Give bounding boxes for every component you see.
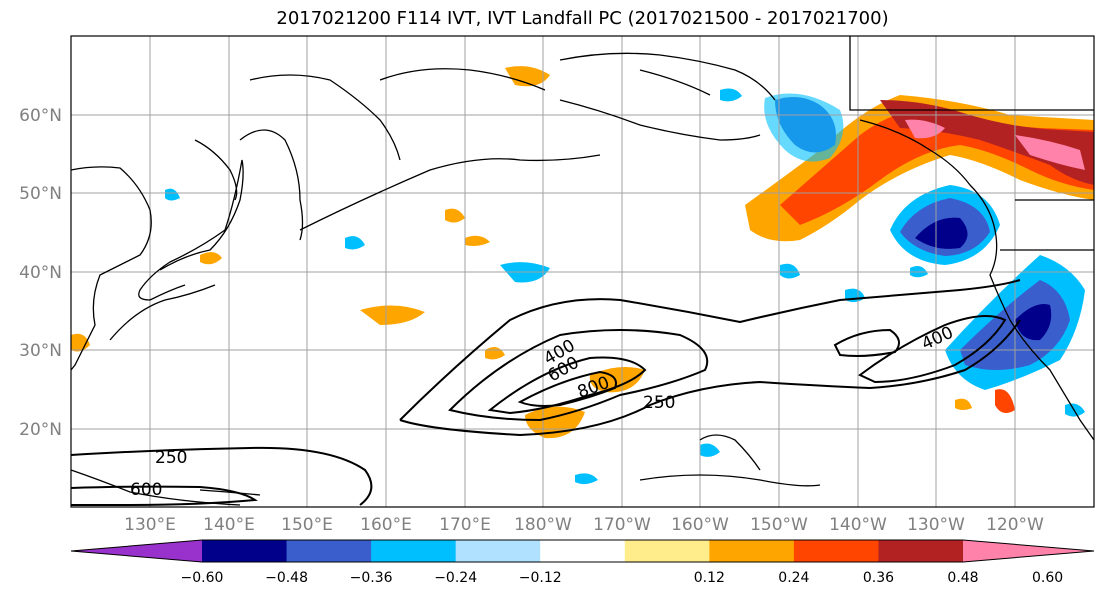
lat-label-30n: 30°N bbox=[19, 341, 62, 361]
lon-label-160e: 160°E bbox=[360, 515, 412, 535]
colorbar-extend-min bbox=[71, 540, 202, 562]
colorbar-segment bbox=[455, 540, 541, 562]
colorbar-tick-label: −0.60 bbox=[181, 570, 224, 586]
colorbar-tick-label: −0.12 bbox=[519, 570, 562, 586]
longitude-labels: 130°E 140°E 150°E 160°E 170°E 180°W 170°… bbox=[124, 515, 1044, 535]
lon-label-140w: 140°W bbox=[829, 515, 887, 535]
contour-label-250-west: 250 bbox=[155, 448, 187, 468]
colorbar-tick-label: 0.24 bbox=[778, 570, 809, 586]
colorbar-segment bbox=[878, 540, 964, 562]
lon-label-150e: 150°E bbox=[281, 515, 333, 535]
contour-label-250-central: 250 bbox=[643, 393, 675, 413]
colorbar-tick-label: 0.36 bbox=[863, 570, 894, 586]
colorbar-extend-max bbox=[963, 540, 1094, 562]
colorbar-segment bbox=[371, 540, 457, 562]
lon-label-160w: 160°W bbox=[671, 515, 729, 535]
lat-label-40n: 40°N bbox=[19, 263, 62, 283]
lon-label-170e: 170°E bbox=[439, 515, 491, 535]
colorbar-segment bbox=[793, 540, 879, 562]
colorbar-segment bbox=[540, 540, 626, 562]
lon-label-130e: 130°E bbox=[124, 515, 176, 535]
lon-label-120w: 120°W bbox=[986, 515, 1044, 535]
colorbar-segment bbox=[709, 540, 795, 562]
coastlines bbox=[70, 36, 1095, 506]
ivt-contours bbox=[70, 279, 1021, 506]
lat-label-50n: 50°N bbox=[19, 184, 62, 204]
map-frame bbox=[70, 35, 1095, 508]
lon-label-140e: 140°E bbox=[203, 515, 255, 535]
colorbar-segment bbox=[624, 540, 710, 562]
colorbar-segment bbox=[286, 540, 372, 562]
colorbar-ticks: −0.60 −0.48 −0.36 −0.24 −0.12 0.12 0.24 0.36 0.4… bbox=[181, 570, 1064, 586]
contour-label-600-west: 600 bbox=[130, 480, 162, 500]
colorbar-tick-label: 0.60 bbox=[1032, 570, 1063, 586]
colorbar-tick-label: −0.48 bbox=[265, 570, 308, 586]
colorbar-outline bbox=[70, 539, 1095, 563]
lon-label-150w: 150°W bbox=[750, 515, 808, 535]
colorbar-tick-label: 0.48 bbox=[947, 570, 978, 586]
colorbar-tick-label: 0.12 bbox=[694, 570, 725, 586]
colorbar-tick-label: −0.36 bbox=[350, 570, 393, 586]
colorbar-segment bbox=[202, 540, 288, 562]
lon-label-180w: 180°W bbox=[514, 515, 572, 535]
latitude-labels: 60°N 50°N 40°N 30°N 20°N bbox=[19, 106, 62, 440]
lon-label-170w: 170°W bbox=[593, 515, 651, 535]
lat-label-60n: 60°N bbox=[19, 106, 62, 126]
colorbar-tick-label: −0.24 bbox=[434, 570, 477, 586]
lat-label-20n: 20°N bbox=[19, 420, 62, 440]
colorbar bbox=[70, 539, 1095, 563]
lon-label-130w: 130°W bbox=[907, 515, 965, 535]
figure-title: 2017021200 F114 IVT, IVT Landfall PC (20… bbox=[276, 8, 889, 29]
